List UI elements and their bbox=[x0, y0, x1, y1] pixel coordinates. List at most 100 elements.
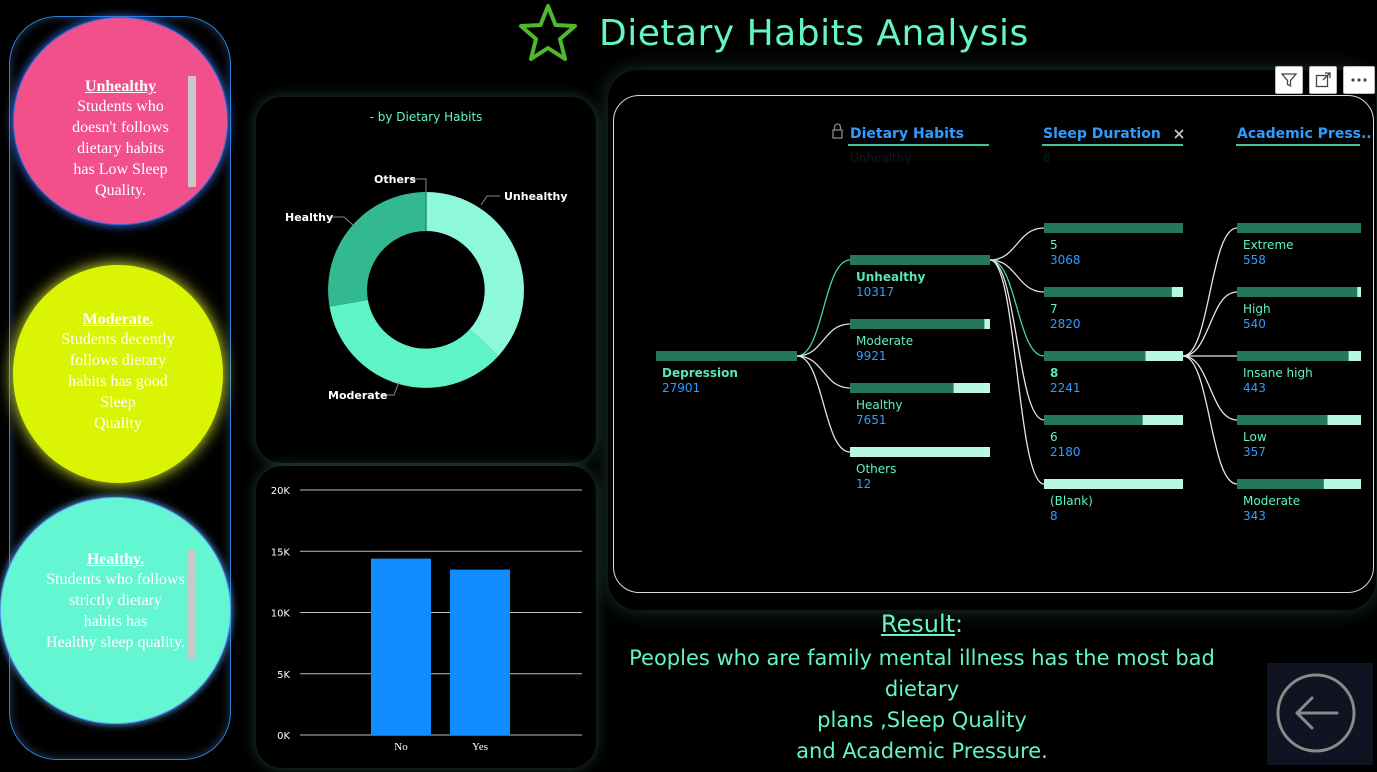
page-title: Dietary Habits Analysis bbox=[599, 12, 1029, 54]
legend-line: habits has good bbox=[68, 373, 168, 390]
node-bar-sleep[interactable] bbox=[1044, 223, 1183, 233]
more-icon bbox=[1351, 78, 1367, 82]
legend-panel bbox=[9, 16, 231, 760]
node-value: 2241 bbox=[1050, 381, 1081, 395]
node-label: Healthy bbox=[856, 398, 903, 412]
legend-line: has Low Sleep bbox=[73, 161, 168, 178]
node-value: 343 bbox=[1243, 509, 1266, 523]
donut-label-moderate: Moderate bbox=[328, 389, 387, 402]
node-label: Extreme bbox=[1243, 238, 1294, 252]
y-tick-label: 5K bbox=[277, 670, 290, 681]
bar-no[interactable] bbox=[371, 558, 431, 735]
donut-slice-healthy[interactable] bbox=[328, 192, 426, 307]
back-arrow-icon bbox=[1276, 673, 1356, 753]
donut-slice-moderate[interactable] bbox=[329, 299, 499, 388]
donut-chart-card[interactable]: - by Dietary Habits Others Unhealthy Hea… bbox=[256, 97, 596, 463]
node-bar-academic[interactable] bbox=[1237, 351, 1349, 361]
node-bar-sleep[interactable] bbox=[1044, 287, 1172, 297]
donut-slice-unhealthy[interactable] bbox=[426, 192, 524, 356]
node-value: 2180 bbox=[1050, 445, 1081, 459]
node-bar-sleep-track[interactable] bbox=[1044, 479, 1183, 489]
node-bar-dietary[interactable] bbox=[850, 319, 985, 329]
result-heading: Result: bbox=[613, 610, 1231, 638]
node-bar-academic[interactable] bbox=[1237, 287, 1358, 297]
node-bar-academic[interactable] bbox=[1237, 479, 1324, 489]
node-value: 540 bbox=[1243, 317, 1266, 331]
legend-line: doesn't follows bbox=[72, 119, 169, 136]
result-label: Result bbox=[880, 610, 956, 638]
node-bar-dietary[interactable] bbox=[850, 383, 954, 393]
x-tick-label: No bbox=[394, 741, 408, 753]
legend-line: strictly dietary bbox=[69, 592, 162, 609]
node-value: 3068 bbox=[1050, 253, 1081, 267]
node-value: 27901 bbox=[662, 381, 700, 395]
node-label: Moderate bbox=[856, 334, 913, 348]
expand-icon bbox=[1315, 72, 1331, 88]
legend-line: Students who follows bbox=[46, 571, 185, 588]
legend-line: dietary habits bbox=[77, 140, 164, 157]
legend-unhealthy-title: Unhealthy bbox=[84, 78, 157, 95]
decomposition-tree-svg: Dietary Habits Unhealthy Sleep Duration … bbox=[656, 123, 1377, 523]
tree-link bbox=[989, 259, 1045, 293]
donut-label-unhealthy: Unhealthy bbox=[504, 190, 568, 203]
node-bar-root[interactable] bbox=[656, 351, 797, 361]
decomposition-tree[interactable]: Dietary Habits Unhealthy Sleep Duration … bbox=[613, 95, 1377, 593]
back-button[interactable] bbox=[1267, 663, 1373, 765]
y-tick-label: 20K bbox=[271, 486, 291, 497]
page-header: Dietary Habits Analysis bbox=[515, 2, 1029, 64]
tree-link bbox=[796, 355, 851, 389]
star-icon bbox=[519, 4, 577, 61]
legend-moderate-title: Moderate. bbox=[82, 311, 154, 328]
node-label: High bbox=[1243, 302, 1271, 316]
node-bar-academic[interactable] bbox=[1237, 415, 1328, 425]
bar-yes[interactable] bbox=[450, 569, 510, 735]
legend-unhealthy-scrollbar[interactable] bbox=[188, 76, 196, 187]
node-bar-dietary-track[interactable] bbox=[850, 447, 990, 457]
legend-healthy: Healthy. Students who follows strictly d… bbox=[0, 497, 231, 724]
filter-button[interactable] bbox=[1275, 66, 1303, 94]
bar-chart-card[interactable]: 0K 5K 10K 15K 20K No Yes bbox=[256, 466, 596, 768]
node-label: 7 bbox=[1050, 302, 1058, 316]
close-icon[interactable] bbox=[1174, 129, 1184, 139]
result-colon: : bbox=[955, 610, 964, 638]
donut-label-healthy: Healthy bbox=[285, 211, 333, 224]
legend-line: Quality bbox=[94, 415, 142, 432]
node-bar-sleep[interactable] bbox=[1044, 351, 1146, 361]
column-sub-dietary: Unhealthy bbox=[850, 151, 911, 165]
tree-link bbox=[989, 259, 1045, 485]
legend-line: Quality. bbox=[95, 182, 146, 199]
node-bar-sleep[interactable] bbox=[1044, 415, 1143, 425]
node-bar-academic[interactable] bbox=[1237, 223, 1361, 233]
result-line: plans ,Sleep Quality bbox=[817, 708, 1027, 732]
node-value: 8 bbox=[1050, 509, 1058, 523]
node-bar-dietary[interactable] bbox=[850, 255, 990, 265]
legend-line: follows dietary bbox=[69, 352, 167, 369]
x-tick-label: Yes bbox=[472, 741, 488, 753]
column-header-sleep[interactable]: Sleep Duration bbox=[1043, 126, 1161, 142]
donut-label-others: Others bbox=[374, 173, 416, 186]
column-header-academic[interactable]: Academic Press... bbox=[1237, 126, 1377, 142]
legend-line: habits has bbox=[83, 613, 148, 630]
more-options-button[interactable] bbox=[1343, 66, 1375, 94]
node-value: 12 bbox=[856, 477, 871, 491]
node-label: Depression bbox=[662, 366, 738, 380]
legend-line: Students decently bbox=[61, 331, 175, 348]
donut-subtitle: - by Dietary Habits bbox=[370, 110, 483, 124]
legend-line: Sleep bbox=[100, 394, 136, 411]
focus-mode-button[interactable] bbox=[1309, 66, 1337, 94]
column-header-dietary[interactable]: Dietary Habits bbox=[850, 126, 964, 142]
node-label: Unhealthy bbox=[856, 270, 925, 284]
legend-line: Students who bbox=[77, 98, 164, 115]
legend-healthy-scrollbar[interactable] bbox=[188, 549, 196, 659]
legend-unhealthy: Unhealthy Students who doesn't follows d… bbox=[13, 17, 228, 225]
y-tick-label: 0K bbox=[277, 731, 290, 742]
column-sub-sleep: 8 bbox=[1043, 151, 1051, 165]
leader-line bbox=[328, 216, 354, 226]
node-label: 6 bbox=[1050, 430, 1058, 444]
donut-chart: - by Dietary Habits Others Unhealthy Hea… bbox=[285, 110, 568, 402]
node-label: Others bbox=[856, 462, 896, 476]
leader-line bbox=[480, 195, 500, 206]
lock-icon bbox=[832, 123, 843, 139]
y-tick-label: 10K bbox=[271, 609, 291, 620]
tree-link bbox=[989, 227, 1045, 261]
